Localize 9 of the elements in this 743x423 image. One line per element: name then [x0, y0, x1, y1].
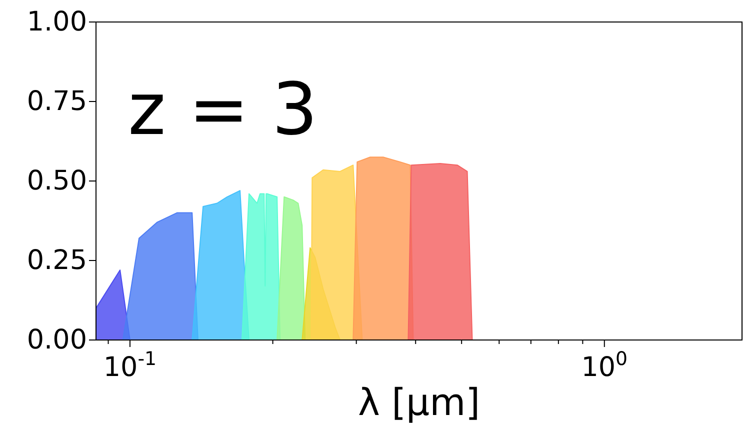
y-tick-label: 1.00: [26, 6, 87, 38]
y-tick-label: 0.25: [26, 245, 87, 276]
y-tick-label: 0.50: [26, 166, 87, 197]
x-tick-label: 10$^{-1}$: [103, 348, 157, 383]
y-tick-label: 0.00: [26, 324, 87, 356]
x-axis-title: λ [μm]: [358, 381, 480, 423]
y-tick-label: 0.75: [26, 86, 87, 118]
annotation: z = 3: [128, 67, 318, 151]
x-tick-label: 10$^{0}$: [581, 348, 628, 383]
